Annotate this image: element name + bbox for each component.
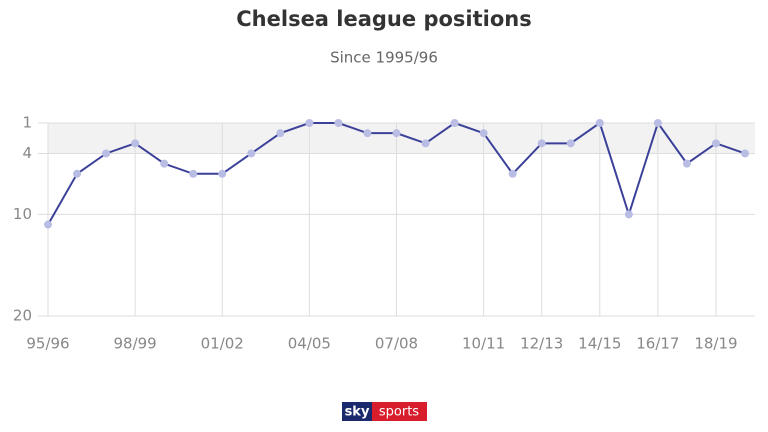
point bbox=[566, 139, 575, 148]
x-tick-label: 10/11 bbox=[462, 335, 505, 353]
point bbox=[44, 220, 52, 229]
point bbox=[160, 159, 169, 168]
logo: sky sports bbox=[342, 402, 427, 421]
point bbox=[711, 139, 720, 148]
chart-subtitle: Since 1995/96 bbox=[330, 49, 438, 67]
x-tick-label: 07/08 bbox=[375, 335, 418, 353]
point bbox=[392, 129, 401, 138]
point bbox=[624, 210, 633, 219]
point bbox=[508, 169, 517, 178]
x-tick-label: 95/96 bbox=[26, 335, 69, 353]
x-tick-label: 01/02 bbox=[201, 335, 244, 353]
point bbox=[131, 139, 140, 148]
y-tick-label: 4 bbox=[22, 144, 32, 162]
y-tick-label: 10 bbox=[13, 205, 32, 223]
point bbox=[363, 129, 372, 138]
point bbox=[218, 169, 227, 178]
logo-sports: sports bbox=[379, 405, 419, 420]
point bbox=[247, 149, 256, 158]
x-tick-label: 16/17 bbox=[636, 335, 679, 353]
point bbox=[741, 149, 749, 158]
point bbox=[102, 149, 111, 158]
point bbox=[73, 169, 82, 178]
x-tick-label: 04/05 bbox=[288, 335, 331, 353]
x-tick-label: 12/13 bbox=[520, 335, 563, 353]
point bbox=[479, 129, 488, 138]
point bbox=[450, 119, 459, 127]
point bbox=[682, 159, 691, 168]
chart-title: Chelsea league positions bbox=[236, 7, 531, 31]
logo-sky: sky bbox=[345, 405, 370, 420]
x-tick-label: 98/99 bbox=[114, 335, 157, 353]
point bbox=[305, 119, 314, 127]
point bbox=[189, 169, 198, 178]
point bbox=[421, 139, 430, 148]
highlight-band bbox=[48, 123, 755, 154]
point bbox=[595, 119, 604, 127]
x-tick-label: 14/15 bbox=[578, 335, 621, 353]
point bbox=[276, 129, 285, 138]
y-tick-label: 1 bbox=[22, 114, 32, 132]
point bbox=[653, 119, 662, 127]
x-tick-label: 18/19 bbox=[694, 335, 737, 353]
logo-sports-bg bbox=[372, 402, 427, 421]
y-tick-label: 20 bbox=[13, 307, 32, 325]
logo-sky-bg bbox=[342, 402, 372, 421]
point bbox=[334, 119, 343, 127]
point bbox=[537, 139, 546, 148]
